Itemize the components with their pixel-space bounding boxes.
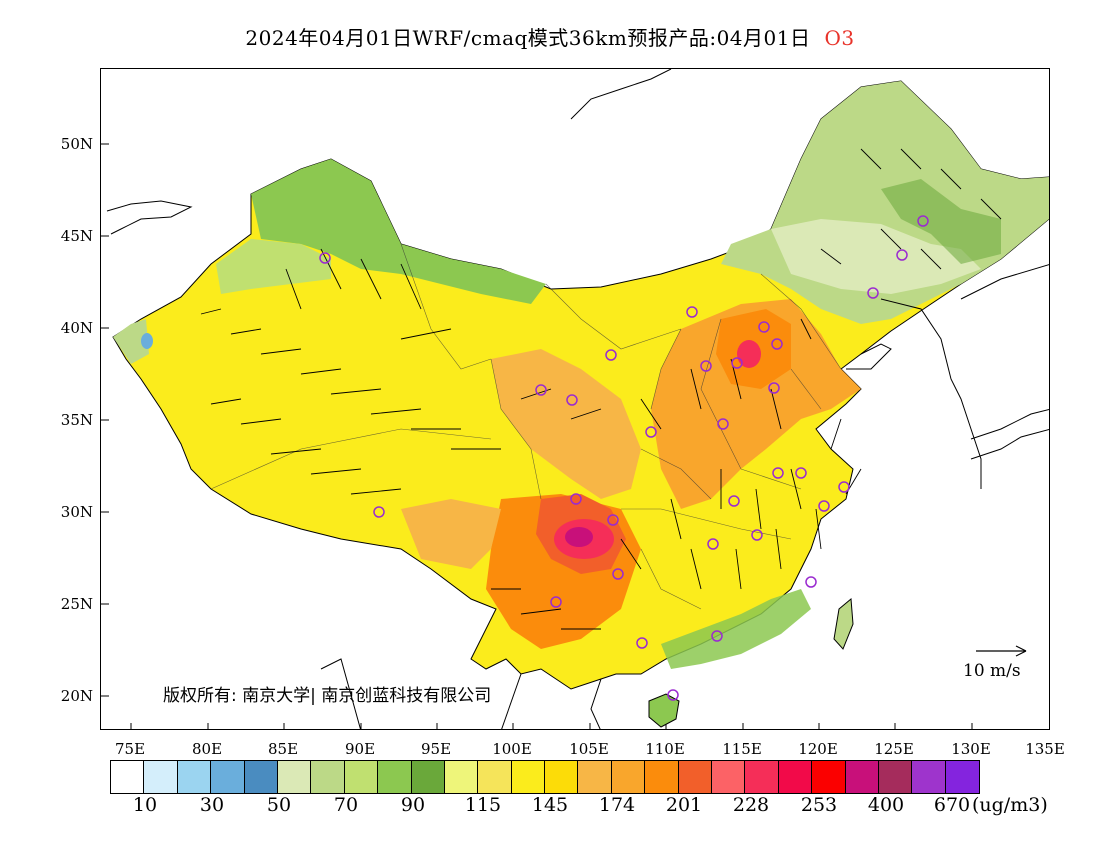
copyright-text: 版权所有: 南京大学| 南京创蓝科技有限公司: [163, 686, 492, 706]
legend-swatch-17: [678, 761, 713, 793]
legend-swatch-24: [912, 761, 946, 793]
legend-swatch-9: [411, 761, 445, 793]
legend-label-90: 90: [400, 794, 426, 816]
legend-swatch-11: [478, 761, 512, 793]
legend-label-30: 30: [199, 794, 225, 816]
lon-label-105e: 105E: [569, 740, 609, 758]
lon-label-80e: 80E: [191, 740, 223, 758]
legend-swatch-18: [712, 761, 746, 793]
region-orange-east: [651, 299, 861, 509]
lon-label-135e: 135E: [1025, 740, 1065, 758]
map-title: 2024年04月01日WRF/cmaq模式36km预报产品:04月01日 O3: [0, 22, 1100, 51]
map-canvas: [101, 69, 1049, 729]
legend-swatch-0: [111, 761, 145, 793]
lat-label-45n: 45N: [60, 227, 93, 245]
legend-label-228: 228: [732, 794, 770, 816]
city-markers: [319, 215, 929, 701]
color-legend: [110, 760, 981, 794]
legend-swatch-20: [778, 761, 813, 793]
legend-swatch-14: [578, 761, 612, 793]
title-text: 2024年04月01日WRF/cmaq模式36km预报产品:04月01日: [245, 26, 811, 50]
region-lightgreen-nw: [216, 239, 331, 294]
coastlines: [106, 69, 1049, 729]
species-label: O3: [824, 26, 855, 50]
legend-swatch-7: [344, 761, 379, 793]
legend-swatch-3: [211, 761, 245, 793]
legend-label-670: 670: [933, 794, 971, 816]
region-pale-ne: [771, 219, 981, 294]
legend-label-174: 174: [598, 794, 636, 816]
province-borders: [210, 243, 842, 610]
legend-swatch-4: [244, 761, 278, 793]
tick-marks: [101, 143, 973, 729]
lat-label-20n: 20N: [60, 687, 93, 705]
wind-reference-arrow: [976, 645, 1027, 657]
region-green-nw: [251, 159, 546, 304]
region-green-w: [113, 319, 149, 364]
lon-label-90e: 90E: [344, 740, 376, 758]
legend-swatch-15: [611, 761, 646, 793]
lon-label-120e: 120E: [798, 740, 838, 758]
lat-label-25n: 25N: [60, 595, 93, 613]
legend-swatch-8: [378, 761, 412, 793]
legend-label-201: 201: [665, 794, 703, 816]
legend-unit: (ug/m3): [972, 794, 1048, 816]
legend-label-50: 50: [266, 794, 292, 816]
wind-vectors: [200, 148, 1002, 630]
lon-label-125e: 125E: [874, 740, 914, 758]
legend-label-10: 10: [132, 794, 158, 816]
region-darkgreen-ne: [881, 179, 1001, 264]
lon-label-85e: 85E: [267, 740, 299, 758]
legend-swatch-5: [277, 761, 312, 793]
legend-swatch-16: [645, 761, 679, 793]
legend-swatch-25: [945, 761, 980, 793]
lon-label-100e: 100E: [492, 740, 532, 758]
legend-swatch-23: [878, 761, 913, 793]
hainan-island: [648, 693, 680, 728]
region-green-south: [661, 589, 811, 669]
legend-swatch-10: [444, 761, 479, 793]
lat-label-50n: 50N: [60, 135, 93, 153]
legend-swatch-22: [845, 761, 879, 793]
legend-swatch-21: [812, 761, 846, 793]
legend-swatch-19: [745, 761, 779, 793]
lon-label-115e: 115E: [722, 740, 762, 758]
legend-swatch-12: [511, 761, 546, 793]
legend-label-70: 70: [333, 794, 359, 816]
region-orange-tibet-east: [401, 499, 501, 569]
lon-label-110e: 110E: [645, 740, 685, 758]
lat-label-35n: 35N: [60, 411, 93, 429]
map-panel: 版权所有: 南京大学| 南京创蓝科技有限公司 10 m/s: [100, 68, 1050, 730]
legend-swatch-13: [545, 761, 579, 793]
taiwan-island: [833, 597, 854, 650]
legend-label-253: 253: [800, 794, 838, 816]
legend-swatch-6: [311, 761, 345, 793]
legend-swatch-2: [177, 761, 212, 793]
legend-label-115: 115: [464, 794, 502, 816]
legend-swatch-1: [144, 761, 178, 793]
wind-reference-label: 10 m/s: [963, 661, 1021, 681]
lon-label-95e: 95E: [420, 740, 452, 758]
region-orange-central: [491, 349, 641, 499]
legend-label-145: 145: [531, 794, 569, 816]
lat-label-30n: 30N: [60, 503, 93, 521]
legend-label-400: 400: [867, 794, 905, 816]
lon-label-130e: 130E: [951, 740, 991, 758]
lon-label-75e: 75E: [114, 740, 146, 758]
lat-label-40n: 40N: [60, 319, 93, 337]
